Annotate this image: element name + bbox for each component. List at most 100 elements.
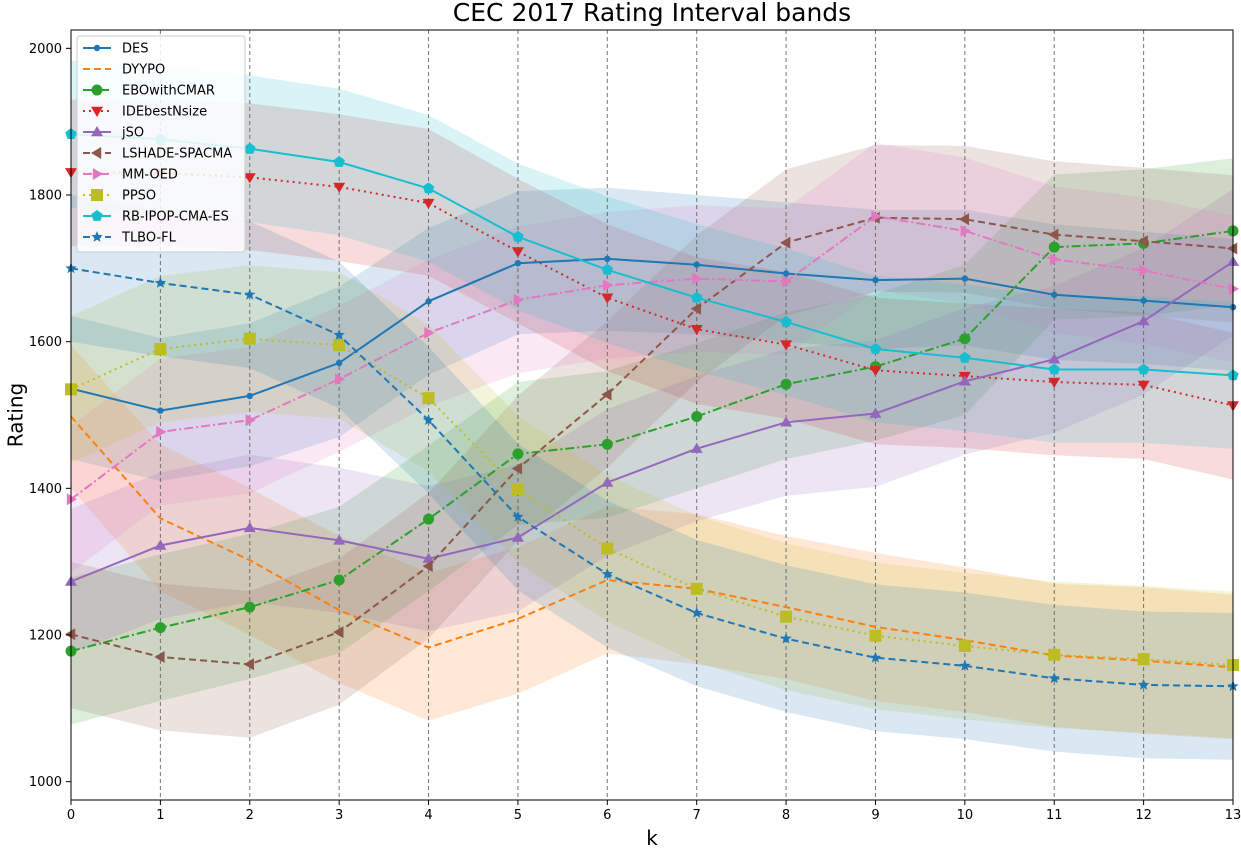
point-jso [511,531,524,542]
legend-marker [91,189,103,201]
x-tick-label: 10 [957,808,974,823]
confidence-bands [71,60,1233,760]
point-tlbo-fl [244,288,256,300]
point-mm-oed [66,493,77,506]
legend-marker [93,44,101,52]
legend-entry-ebowithcmar: EBOwithCMAR [83,84,215,99]
point-ppso [422,392,435,405]
point-jso [869,407,882,418]
point-mm-oed [335,373,346,386]
x-tick-label: 13 [1225,808,1241,823]
y-axis-label: Rating [4,383,28,447]
point-lshade-spacma [780,236,791,249]
legend-entry-dyypo: DYYPO [83,63,165,78]
legend-label: EBOwithCMAR [122,84,215,99]
point-ppso [243,332,256,345]
point-tlbo-fl [869,651,882,663]
point-idebestnsize [601,293,614,304]
point-tlbo-fl [1137,678,1150,690]
point-ppso [869,629,882,642]
legend-marker [91,106,103,117]
point-ebowithcmar [154,622,166,634]
point-idebestnsize [333,182,346,193]
point-lshade-spacma [690,302,701,315]
point-tlbo-fl [512,510,524,522]
point-ebowithcmar [333,574,345,586]
y-axis: 1000 1200 1400 1600 1800 2000 [29,42,71,790]
point-ppso [154,343,167,355]
point-des [961,275,969,282]
point-tlbo-fl [422,414,435,425]
point-lshade-spacma [243,658,254,671]
x-tick-label: 0 [67,808,75,823]
point-des [693,261,700,268]
point-ppso [958,640,971,652]
legend-marker [91,210,103,221]
point-mm-oed [603,279,614,292]
point-rb-ipop-cma-es [869,343,882,354]
legend-label: MM-OED [122,168,178,183]
point-ebowithcmar [601,438,613,450]
y-tick-label: 1000 [29,775,62,790]
point-ebowithcmar [244,601,256,613]
point-ppso [1137,653,1150,666]
point-mm-oed [513,293,524,306]
x-tick-label: 5 [514,808,522,823]
point-rb-ipop-cma-es [333,156,345,167]
legend-label: TLBO-FL [121,231,177,246]
point-ebowithcmar [423,513,435,525]
point-rb-ipop-cma-es [1137,363,1150,375]
band-mm-oed [71,142,1233,573]
series-lines [65,128,1239,692]
plot-background [71,30,1233,800]
point-tlbo-fl [780,632,792,644]
point-mm-oed [424,326,435,339]
band-tlbo-fl [71,195,1233,760]
point-lshade-spacma [65,628,76,641]
point-rb-ipop-cma-es [244,142,256,154]
series-lshade-spacma [65,211,1238,671]
point-lshade-spacma [601,388,612,401]
point-des [872,276,879,284]
point-rb-ipop-cma-es [1048,363,1060,375]
y-tick-label: 1800 [29,189,62,204]
point-ppso [333,339,346,352]
point-des [782,270,790,277]
point-lshade-spacma [422,560,433,573]
band-idebestnsize [71,99,1233,480]
point-lshade-spacma [1227,242,1238,255]
legend-entry-jso: jSO [83,126,144,141]
x-tick-label: 8 [782,808,790,823]
line-lshade-spacma [70,216,1234,666]
point-lshade-spacma [1048,228,1059,241]
point-ebowithcmar [780,378,792,390]
point-jso [1048,353,1061,364]
point-lshade-spacma [154,651,165,663]
x-tick-label: 3 [335,808,343,823]
y-tick-label: 1600 [29,335,62,350]
line-des [70,257,1234,412]
point-ebowithcmar [512,448,524,460]
series-rb-ipop-cma-es [65,128,1239,381]
point-jso [1137,315,1150,326]
point-mm-oed [1228,282,1239,295]
line-rb-ipop-cma-es [70,133,1234,377]
point-mm-oed [692,272,703,285]
x-tick-label: 2 [246,808,254,823]
point-ppso [690,582,703,595]
point-mm-oed [871,210,882,223]
band-des [71,187,1233,481]
legend-entry-des: DES [83,42,148,57]
legend-marker [91,147,102,159]
point-rb-ipop-cma-es [691,291,703,303]
line-tlbo-fl [70,267,1234,688]
point-lshade-spacma [511,462,523,475]
band-lshade-spacma [71,145,1233,738]
point-des [335,359,343,367]
point-des [514,260,522,267]
legend-entry-idebestnsize: IDEbestNsize [83,105,207,120]
point-jso [422,552,435,563]
point-ebowithcmar [959,333,971,345]
series-mm-oed [66,210,1239,506]
